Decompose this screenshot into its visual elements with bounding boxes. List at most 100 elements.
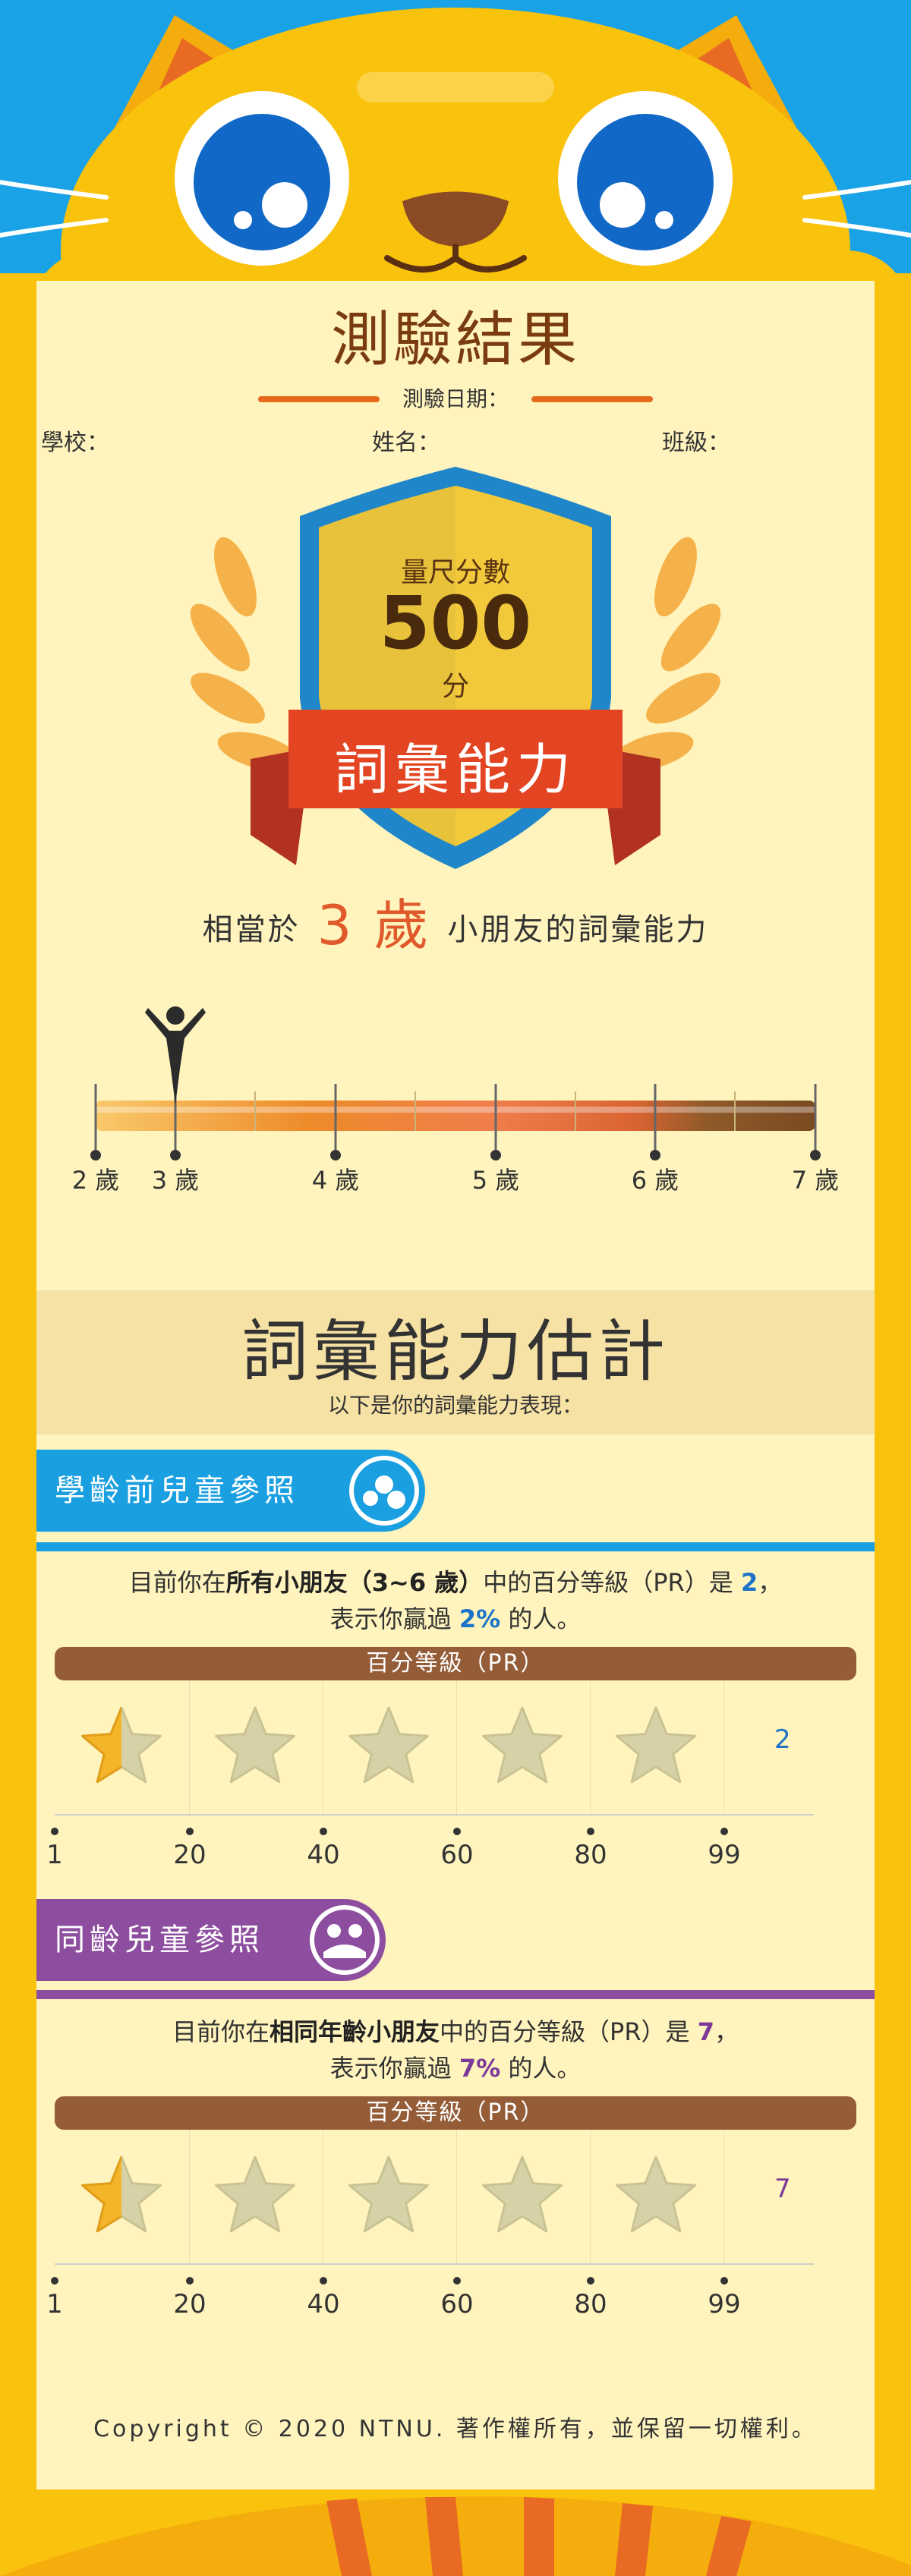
sameage-line2-end: 的人。 [508, 2054, 582, 2083]
sameage-rule [36, 1990, 875, 1999]
pr-axis-label: 60 [440, 1840, 474, 1870]
pr-value-label: 2 [774, 1724, 791, 1755]
equivalent-age: 3 歲 [317, 893, 431, 957]
sameage-text-mid: 中的百分等級（PR）是 [440, 2017, 690, 2046]
age-tick-label: 5 歲 [471, 1166, 520, 1195]
pr-grid-column [456, 2130, 457, 2263]
preschool-text-bold: 所有小朋友（3~6 歲） [225, 1568, 484, 1597]
sameage-pr-header-label: 百分等級（PR） [366, 2099, 545, 2126]
star-fill [81, 2156, 121, 2233]
pr-grid [55, 1680, 821, 1814]
preschool-tag-label: 學齡前兒童參照 [55, 1473, 299, 1508]
age-tick-dot [490, 1150, 501, 1160]
star-icon [348, 2156, 429, 2233]
star-fill [81, 1706, 121, 1784]
equivalent-prefix: 相當於 [202, 912, 301, 947]
preschool-reference-tag: 學齡前兒童參照 [36, 1450, 425, 1532]
score-value: 500 [379, 581, 532, 666]
pr-axis-dot [720, 2277, 728, 2285]
section-band [36, 1290, 875, 1434]
age-tick-label: 4 歲 [311, 1166, 360, 1195]
star-icon [81, 1706, 162, 1784]
pr-axis-dot [51, 2277, 58, 2285]
age-tick-dot [170, 1150, 181, 1160]
child-marker-icon [145, 1006, 206, 1105]
preschool-text-mid: 中的百分等級（PR）是 [483, 1568, 733, 1597]
pr-axis-label: 99 [708, 1840, 741, 1870]
age-tick-label: 3 歲 [151, 1166, 200, 1195]
pr-axis-label: 99 [708, 2289, 741, 2319]
school-label: 學校： [41, 430, 109, 456]
pr-axis-label: 20 [173, 1840, 206, 1870]
pr-axis-label: 80 [574, 1840, 607, 1870]
preschool-pr-value: 2 [740, 1568, 758, 1597]
age-tick-dot [330, 1150, 341, 1160]
test-date-label: 測驗日期： [402, 386, 509, 411]
preschool-line2-end: 的人。 [508, 1604, 582, 1633]
pr-axis-dot [320, 1828, 327, 1835]
score-badge [190, 467, 721, 869]
sameage-text-bold: 相同年齡小朋友 [270, 2017, 440, 2046]
sameage-pr-header: 百分等級（PR） [55, 2096, 856, 2130]
star-icon [215, 2156, 295, 2233]
star-icon [616, 1706, 696, 1784]
pr-axis-dot [453, 2277, 461, 2285]
star-icon [616, 2156, 696, 2233]
sameage-text-end: ， [714, 2017, 739, 2046]
star-icon [482, 1706, 563, 1784]
group-icon [349, 1456, 419, 1526]
pr-axis [55, 1814, 814, 1815]
pr-axis-label: 20 [173, 2289, 206, 2319]
sameage-tag-label: 同齡兒童參照 [55, 1923, 264, 1957]
cat-header-illustration [0, 8, 911, 334]
page-title: 測驗結果 [330, 306, 580, 374]
pr-axis-label: 40 [307, 1840, 340, 1870]
date-decor-right [531, 396, 653, 402]
pr-grid-column [590, 1680, 591, 1814]
preschool-pr-header-label: 百分等級（PR） [366, 1650, 545, 1677]
sameage-pr-value: 7 [697, 2017, 714, 2046]
section-subtitle: 以下是你的詞彙能力表現： [327, 1393, 583, 1418]
pr-axis-label: 1 [46, 2289, 63, 2319]
sameage-pct: 7% [459, 2054, 501, 2083]
pr-axis-dot [186, 1828, 194, 1835]
name-label: 姓名： [372, 430, 440, 456]
age-tick-dot [90, 1150, 101, 1160]
pr-axis-dot [587, 2277, 594, 2285]
class-label: 班級： [662, 430, 730, 456]
pr-axis-dot [453, 1828, 461, 1835]
pr-value-label: 7 [774, 2174, 791, 2204]
preschool-rule [36, 1542, 875, 1551]
copyright-text: Copyright © 2020 NTNU. 著作權所有，並保留一切權利。 [93, 2416, 818, 2442]
ability-ribbon-text: 詞彙能力 [333, 738, 577, 801]
pr-axis-dot [587, 1828, 594, 1835]
sameage-pr-line1: 目前你在相同年齡小朋友中的百分等級（PR）是 7， [0, 2013, 911, 2048]
equivalent-suffix: 小朋友的詞彙能力 [447, 912, 709, 947]
score-label: 量尺分數 [400, 557, 510, 588]
pr-axis-label: 1 [46, 1840, 63, 1870]
age-tick-label: 7 歲 [791, 1166, 840, 1195]
sameage-pr-line2: 表示你贏過 7% 的人。 [0, 2049, 911, 2084]
preschool-pct: 2% [459, 1604, 501, 1633]
sameage-line2-pre: 表示你贏過 [329, 2054, 452, 2083]
sameage-text-pre: 目前你在 [172, 2017, 270, 2046]
score-unit: 分 [441, 671, 469, 702]
section-title: 詞彙能力估計 [241, 1312, 670, 1390]
preschool-text-pre: 目前你在 [128, 1568, 226, 1597]
pr-grid-column [590, 2130, 591, 2263]
pr-grid-column [189, 2130, 190, 2263]
preschool-text-end: ， [758, 1568, 783, 1597]
age-scale [90, 1006, 821, 1160]
preschool-pr-line1: 目前你在所有小朋友（3~6 歲）中的百分等級（PR）是 2， [0, 1564, 911, 1598]
age-tick-label: 6 歲 [631, 1166, 679, 1195]
pr-axis-label: 40 [307, 2289, 340, 2319]
pr-axis-label: 60 [440, 2289, 474, 2319]
sameage-reference-tag: 同齡兒童參照 [36, 1899, 386, 1981]
pr-grid-column [456, 1680, 457, 1814]
pr-axis-label: 80 [574, 2289, 607, 2319]
age-tick-label: 2 歲 [71, 1166, 120, 1195]
pr-axis-dot [720, 1828, 728, 1835]
pr-axis-dot [51, 1828, 58, 1835]
pr-grid [55, 2130, 821, 2263]
star-icon [482, 2156, 563, 2233]
